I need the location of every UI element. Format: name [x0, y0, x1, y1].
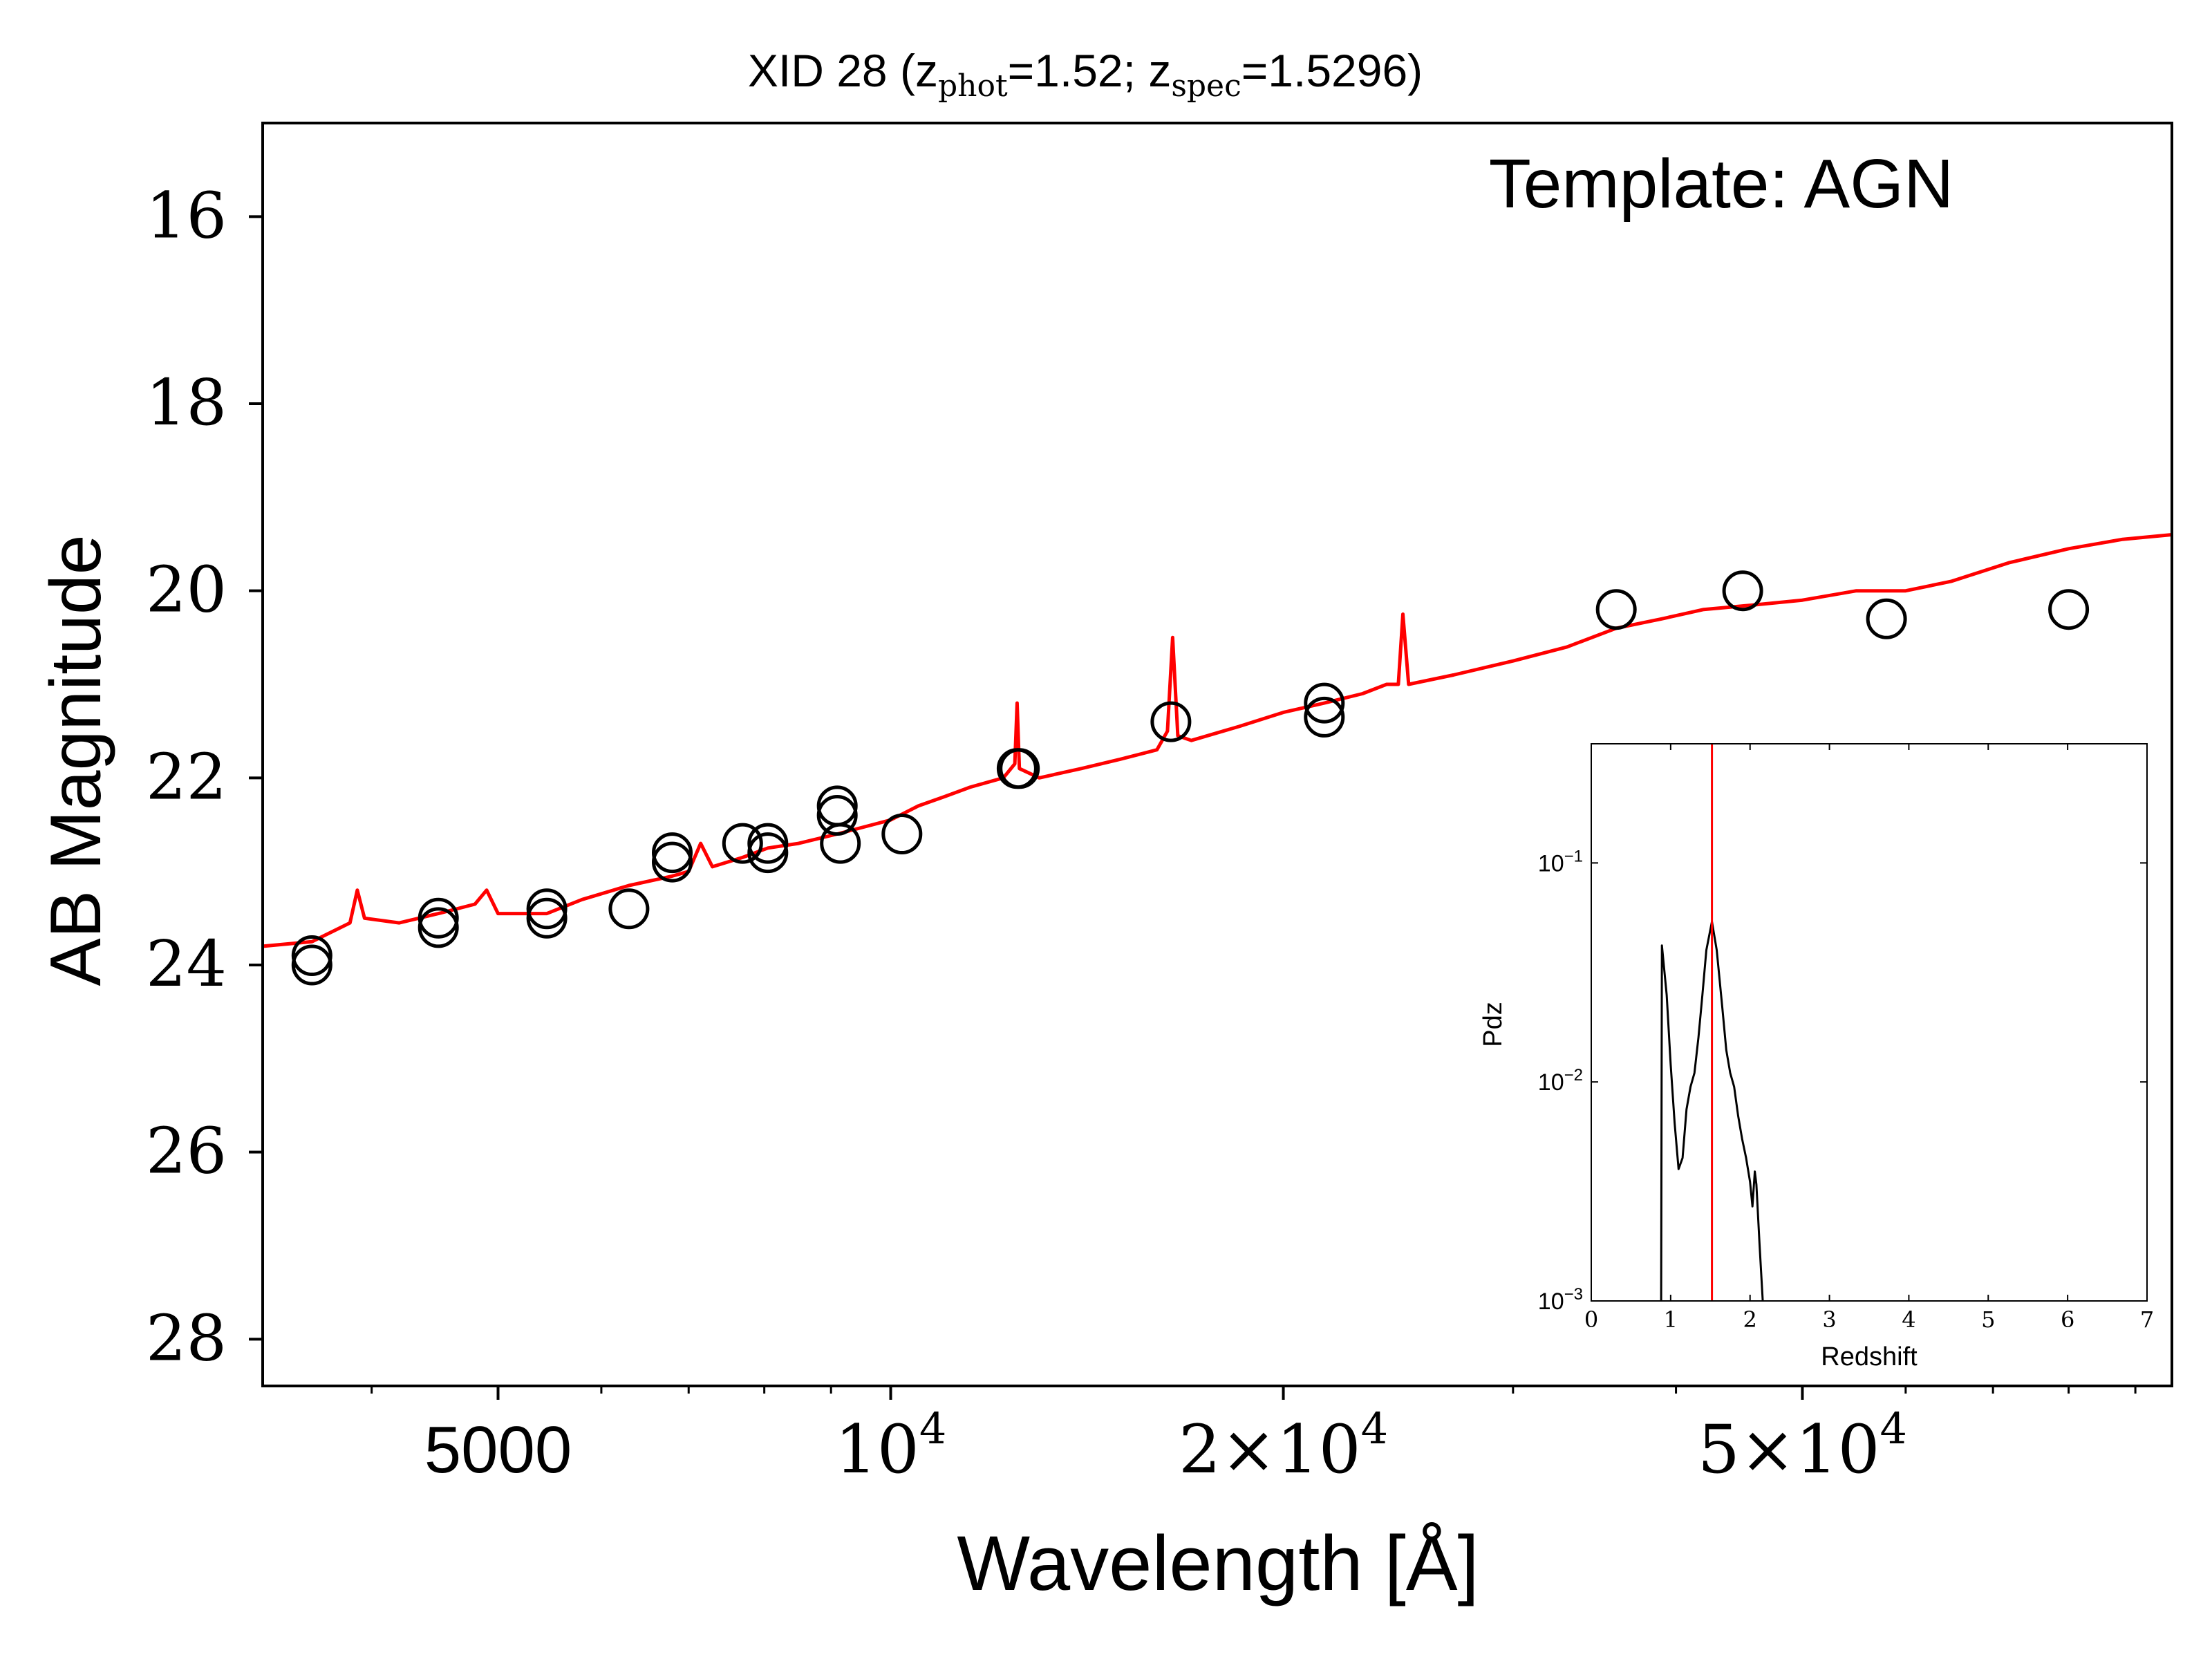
inset-x-tick-label: 7: [2140, 1306, 2154, 1333]
x-tick-label: 2×104: [1179, 1403, 1388, 1488]
inset-frame: [1591, 743, 2148, 1302]
model-spectrum: [262, 533, 2173, 948]
inset-x-tick-label: 3: [1822, 1306, 1836, 1333]
photometry-point: [418, 907, 459, 948]
y-tick-label: 20: [146, 553, 227, 627]
photometry-point: [999, 748, 1040, 789]
photometry-point: [608, 888, 650, 930]
photometry-point: [722, 823, 763, 864]
photometry-point: [2048, 589, 2090, 630]
photometry-point: [291, 935, 332, 976]
photometry-point: [1595, 589, 1637, 630]
y-tick-label: 22: [146, 740, 227, 814]
photometry-point: [1866, 598, 1907, 639]
x-tick-label: 5000: [424, 1413, 572, 1487]
photometry-point: [747, 823, 789, 864]
photometry-point: [526, 888, 568, 930]
photometry-point: [820, 823, 861, 864]
x-tick-label: 5×104: [1698, 1403, 1907, 1488]
title-sub-phot: phot: [938, 68, 1008, 104]
y-tick-label: 18: [146, 366, 227, 440]
title-end: =1.5296): [1241, 45, 1423, 96]
photometry-point: [881, 814, 923, 854]
y-axis-label: AB Magnitude: [36, 534, 116, 986]
inset-y-tick-label: 10−3: [1538, 1285, 1583, 1315]
pdz-curve: [1660, 920, 1764, 1302]
title-main: XID 28 (z: [748, 45, 938, 96]
x-axis-label: Wavelength [Å]: [957, 1520, 1479, 1606]
y-tick-label: 16: [146, 178, 227, 252]
inset-pdz-series: [1660, 744, 1764, 1302]
photometry-point: [526, 897, 568, 939]
inset-x-tick-label: 1: [1664, 1306, 1678, 1333]
photometry-point: [1304, 682, 1345, 724]
inset-x-tick-label: 0: [1584, 1306, 1598, 1333]
inset-x-tick-label: 5: [1981, 1306, 1995, 1333]
photometry-point: [1150, 701, 1192, 742]
photometry-point: [652, 841, 693, 883]
y-tick-label: 28: [146, 1301, 227, 1375]
photometry-point: [418, 897, 459, 939]
inset-x-label: Redshift: [1821, 1342, 1918, 1371]
photometry-points: [291, 570, 2090, 986]
photometry-point: [291, 944, 332, 986]
title-sub-spec: spec: [1171, 68, 1241, 104]
y-tick-label: 24: [146, 927, 227, 1001]
photometry-point: [1304, 696, 1345, 738]
inset-x-tick-label: 6: [2061, 1306, 2074, 1333]
photometry-point: [1722, 570, 1763, 612]
photometry-point: [816, 795, 858, 836]
photometry-point: [747, 832, 789, 874]
chart-title: XID 28 (zphot=1.52; zspec=1.5296): [748, 45, 1423, 104]
inset-x-tick-label: 4: [1902, 1306, 1915, 1333]
photometry-point: [652, 832, 693, 874]
model-line: [262, 533, 2173, 948]
inset-background: [1469, 719, 2167, 1382]
inset-x-tick-label: 2: [1743, 1306, 1757, 1333]
inset-axis-ticks: 0 1 2 3 4 5 6 7 10−1 10−2 10−3: [1538, 744, 2154, 1333]
y-tick-label: 26: [146, 1114, 227, 1188]
inset-y-tick-label: 10−2: [1538, 1066, 1583, 1096]
template-annotation: Template: AGN: [1489, 145, 1954, 223]
inset-y-label: Pdz: [1479, 1002, 1508, 1047]
inset-y-tick-label: 10−1: [1538, 847, 1583, 877]
main-plot-frame: [261, 122, 2173, 1387]
title-mid: =1.52; z: [1008, 45, 1172, 96]
x-tick-label: 104: [835, 1403, 947, 1488]
